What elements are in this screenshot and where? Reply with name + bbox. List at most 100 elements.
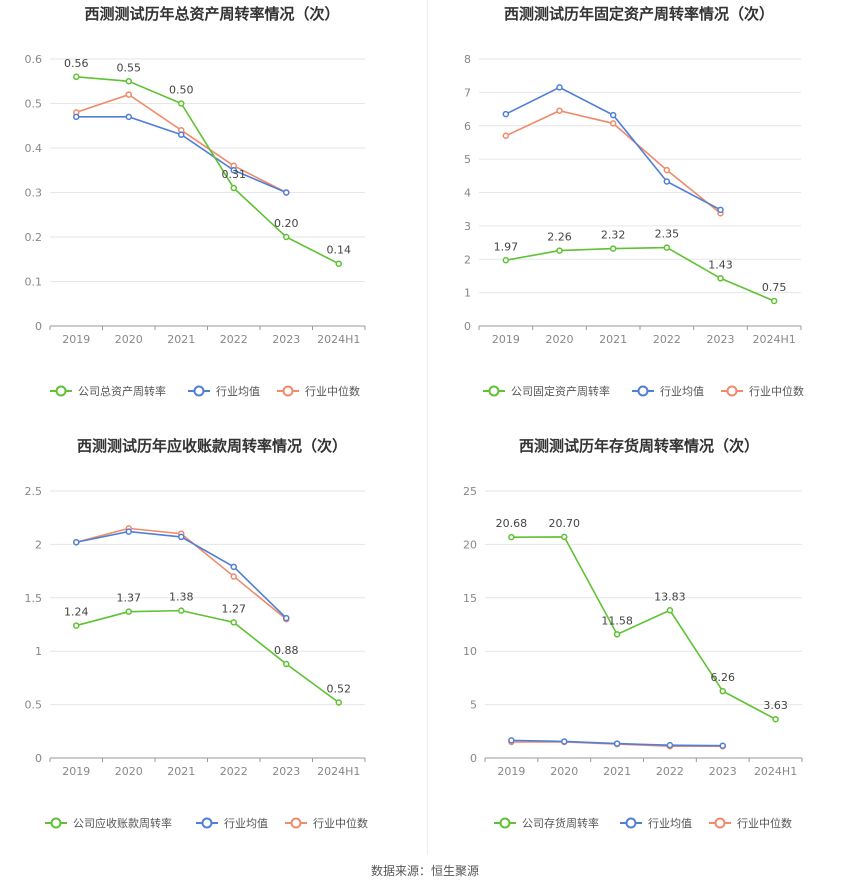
chart-svg: 西测测试历年总资产周转率情况（次） 0 0.1 0.2 0.3 0.4 0.5 0.6 2019…: [25, 5, 366, 398]
fixed-asset-turnover-chart: 西测测试历年固定资产周转率情况（次） 0 1 2 3 4 5 6 7 8 2019 2020 2021 2…: [427, 0, 850, 432]
company-series-legend-marker: [488, 385, 500, 397]
company-series-point: [772, 715, 779, 723]
y-tick-label: 0.5: [25, 699, 43, 712]
data-label: 0.88: [274, 644, 299, 657]
company-series-point: [502, 257, 510, 264]
company-series-point: [508, 533, 515, 541]
company-series-point: [719, 687, 726, 695]
x-tick-label: 2021: [167, 333, 195, 346]
receivables-turnover-chart: 西测测试历年应收账款周转率情况（次） 0 0.5 1 1.5 2 2.5 2019 2020 20…: [0, 432, 425, 864]
company-series-point: [178, 100, 185, 107]
industry-average-series-legend-marker: [625, 817, 637, 829]
data-label: 1.24: [64, 606, 89, 619]
x-tick-label: 2024H1: [753, 333, 796, 346]
industry-median-series-line: [76, 527, 287, 620]
data-label: 0.75: [762, 281, 787, 294]
industry-average-series-point: [663, 178, 671, 185]
chart-svg: 西测测试历年存货周转率情况（次） 0 5 10 15 20 25 2019 2020 2021 20…: [463, 437, 803, 830]
industry-median-series-legend-marker: [726, 385, 738, 397]
industry-average-series-legend-marker: [637, 385, 649, 397]
company-series-point: [178, 607, 185, 614]
company-series-line: [76, 609, 340, 704]
y-tick-label: 2: [464, 253, 471, 266]
industry-median-series-point: [230, 573, 237, 580]
company-series-line: [76, 76, 340, 265]
company-series-point: [230, 619, 237, 626]
chart-title: 西测测试历年总资产周转率情况（次）: [84, 5, 339, 23]
y-tick-label: 0.6: [25, 53, 43, 66]
company-series-legend-label: 公司存货周转率: [522, 816, 599, 830]
company-series-legend-marker: [55, 385, 67, 397]
industry-average-series-legend-label: 行业均值: [648, 817, 692, 830]
industry-average-series-point: [125, 528, 132, 535]
industry-average-series-point: [666, 741, 674, 749]
industry-average-series-point: [502, 110, 510, 118]
industry-median-series-point: [609, 120, 617, 127]
industry-median-series-legend-marker: [714, 817, 726, 829]
industry-average-series-point: [73, 113, 80, 121]
y-tick-label: 0.2: [25, 231, 43, 244]
industry-average-series-point: [719, 742, 726, 749]
x-tick-label: 2024H1: [317, 765, 360, 778]
x-tick-label: 2022: [653, 333, 681, 346]
company-series-point: [230, 184, 237, 192]
company-series-legend-marker: [499, 817, 511, 829]
industry-median-series-line: [75, 93, 287, 194]
y-tick-label: 5: [470, 699, 477, 712]
company-series-point: [561, 533, 568, 541]
y-tick-label: 20: [463, 538, 477, 551]
industry-median-series-legend-label: 行业中位数: [737, 816, 792, 830]
company-series-point: [125, 608, 132, 615]
data-label: 0.20: [274, 217, 299, 230]
industry-average-series-legend-marker: [193, 385, 205, 397]
x-tick-label: 2023: [709, 765, 737, 778]
y-tick-label: 7: [464, 86, 471, 99]
y-tick-label: 0.1: [25, 276, 43, 289]
x-tick-label: 2023: [272, 765, 300, 778]
y-tick-label: 0: [35, 320, 42, 333]
y-tick-label: 8: [464, 53, 471, 66]
company-series-line: [505, 246, 775, 302]
company-series-legend-label: 公司总资产周转率: [78, 384, 166, 398]
industry-median-series-point: [556, 107, 563, 114]
company-series-point: [556, 247, 563, 254]
company-series-point: [283, 233, 290, 241]
y-tick-label: 1.5: [25, 592, 43, 605]
y-tick-label: 0.4: [25, 142, 43, 155]
y-tick-label: 0.5: [25, 98, 43, 111]
data-label: 0.52: [327, 682, 352, 695]
industry-average-series-legend-label: 行业均值: [216, 385, 260, 398]
company-series-point: [663, 244, 671, 251]
chart-svg: 西测测试历年应收账款周转率情况（次） 0 0.5 1 1.5 2 2.5 2019 2020 20…: [25, 437, 369, 830]
y-tick-label: 5: [464, 153, 471, 166]
data-label: 0.14: [327, 244, 352, 257]
industry-average-series-point: [556, 84, 563, 91]
x-tick-label: 2023: [707, 333, 735, 346]
y-tick-label: 10: [463, 645, 477, 658]
company-series-point: [335, 260, 342, 267]
x-tick-label: 2022: [220, 765, 248, 778]
company-series-point: [717, 275, 724, 282]
data-label: 6.26: [711, 671, 736, 684]
industry-median-series-legend-marker: [290, 817, 302, 829]
data-label: 20.68: [496, 517, 528, 530]
company-series-line: [511, 536, 776, 720]
data-label: 13.83: [654, 590, 686, 603]
company-series-point: [283, 660, 290, 668]
company-series-point: [73, 73, 80, 81]
data-label: 1.97: [494, 240, 518, 253]
x-tick-label: 2020: [550, 765, 578, 778]
company-series-legend-label: 公司固定资产周转率: [511, 384, 610, 398]
industry-median-series-point: [125, 91, 132, 98]
company-series-legend-label: 公司应收账款周转率: [73, 816, 172, 830]
x-tick-label: 2020: [546, 333, 574, 346]
x-tick-label: 2021: [167, 765, 195, 778]
company-series-point: [609, 245, 617, 252]
industry-median-series-legend-label: 行业中位数: [313, 816, 368, 830]
data-label: 1.43: [708, 258, 733, 271]
company-series-point: [335, 699, 342, 706]
x-tick-label: 2021: [603, 765, 631, 778]
chart-title: 西测测试历年固定资产周转率情况（次）: [504, 5, 774, 23]
industry-average-series-point: [178, 131, 185, 138]
x-tick-label: 2024H1: [317, 333, 360, 346]
